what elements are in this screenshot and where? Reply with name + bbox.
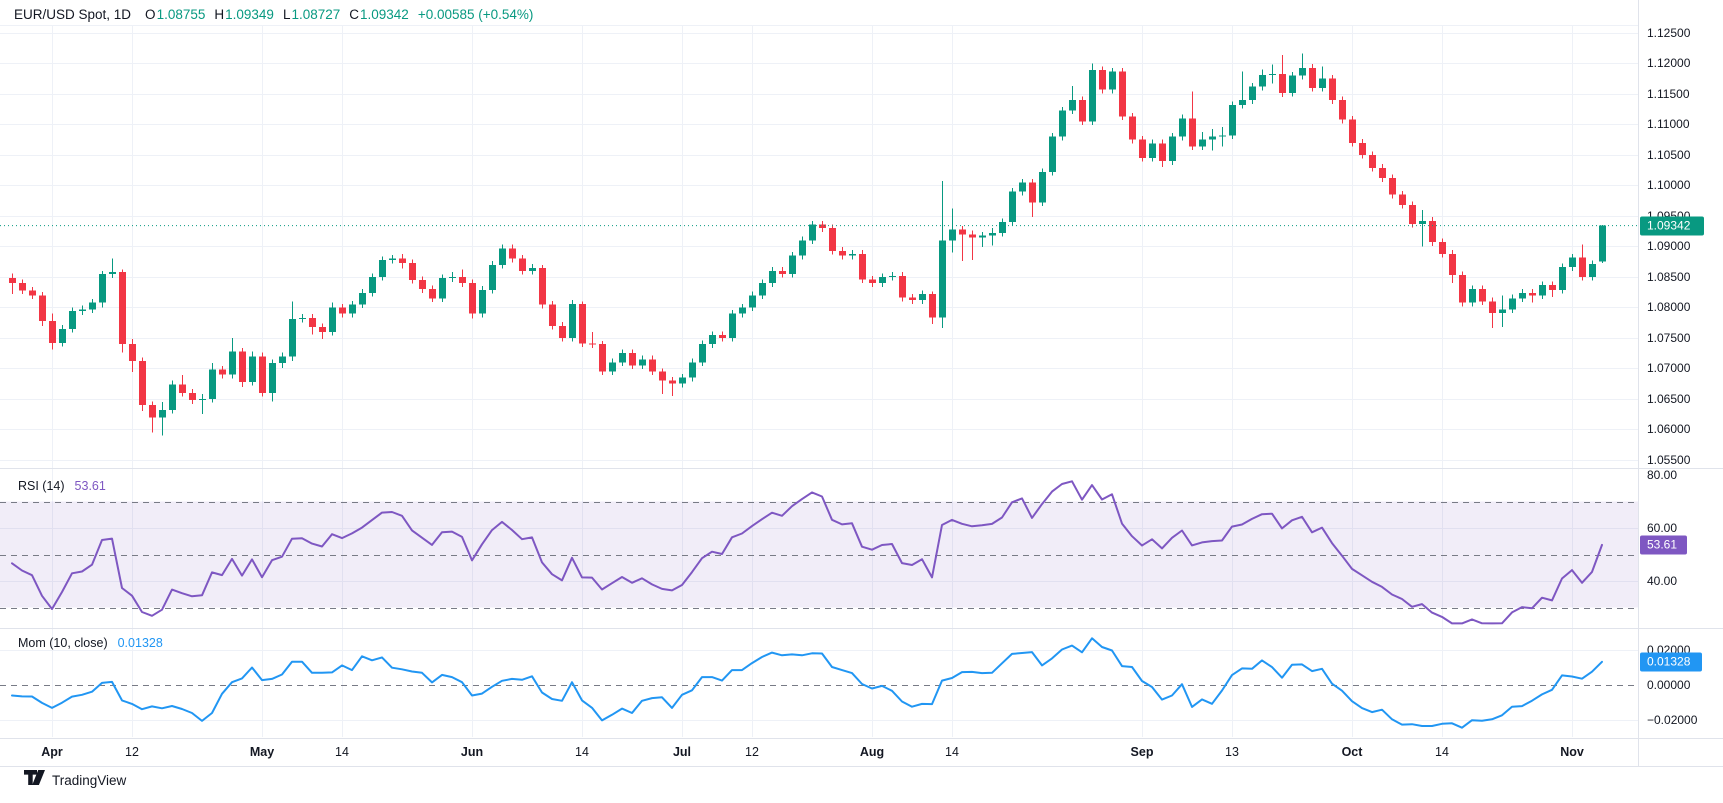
- momentum-axis-label: −0.02000: [1647, 713, 1698, 727]
- time-axis-label: Aug: [859, 745, 885, 759]
- momentum-legend[interactable]: Mom (10, close) 0.01328: [18, 636, 163, 650]
- time-axis-label: 14: [335, 745, 349, 759]
- high-label: H: [214, 7, 225, 22]
- last-price-box: 1.09342: [1640, 216, 1704, 236]
- tradingview-logo-icon: [24, 770, 45, 790]
- rsi-axis-label: 60.00: [1647, 521, 1678, 535]
- tradingview-watermark[interactable]: TradingView: [24, 770, 126, 790]
- price-axis-label: 1.08000: [1647, 300, 1691, 314]
- price-axis-label: 1.08500: [1647, 270, 1691, 284]
- price-axis-label: 1.10000: [1647, 178, 1691, 192]
- time-axis-label: Nov: [1560, 745, 1584, 759]
- rsi-axis-label: 40.00: [1647, 574, 1678, 588]
- price-axis-label: 1.12000: [1647, 56, 1691, 70]
- rsi-axis-label: 80.00: [1647, 468, 1678, 482]
- time-axis-label: Jul: [672, 745, 692, 759]
- open-label: O: [145, 7, 156, 22]
- rsi-legend[interactable]: RSI (14) 53.61: [18, 479, 106, 493]
- change-value: +0.00585 (+0.54%): [417, 7, 534, 22]
- momentum-title: Mom (10, close): [18, 636, 108, 650]
- low-label: L: [282, 7, 291, 22]
- time-axis-label: 12: [125, 745, 139, 759]
- time-axis-label: May: [249, 745, 275, 759]
- price-axis-label: 1.07500: [1647, 331, 1691, 345]
- symbol-legend: EUR/USD Spot, 1D O 1.08755 H 1.09349 L 1…: [14, 7, 533, 22]
- symbol-title: EUR/USD Spot, 1D: [14, 7, 132, 22]
- time-axis-label: Oct: [1341, 745, 1363, 759]
- price-axis-label: 1.09000: [1647, 239, 1691, 253]
- time-axis-label: 12: [745, 745, 759, 759]
- price-axis-label: 1.05500: [1647, 453, 1691, 467]
- time-axis-label: Jun: [460, 745, 484, 759]
- time-axis-label: 14: [575, 745, 589, 759]
- price-axis-label: 1.06000: [1647, 422, 1691, 436]
- high-value: 1.09349: [225, 7, 274, 22]
- momentum-axis-label: 0.00000: [1647, 678, 1691, 692]
- momentum-value: 0.01328: [117, 636, 163, 650]
- momentum-value-box: 0.01328: [1640, 652, 1702, 672]
- price-axis-label: 1.11000: [1647, 117, 1690, 131]
- close-value: 1.09342: [360, 7, 409, 22]
- rsi-title: RSI (14): [18, 479, 65, 493]
- price-axis-label: 1.07000: [1647, 361, 1691, 375]
- price-axis-label: 1.10500: [1647, 148, 1691, 162]
- price-axis-label: 1.11500: [1647, 87, 1690, 101]
- close-label: C: [349, 7, 360, 22]
- rsi-value: 53.61: [74, 479, 106, 493]
- rsi-value-box: 53.61: [1640, 535, 1687, 555]
- watermark-text: TradingView: [52, 772, 127, 788]
- price-axis-label: 1.06500: [1647, 392, 1691, 406]
- time-axis-label: Sep: [1130, 745, 1154, 759]
- time-axis-label: 14: [1435, 745, 1449, 759]
- time-axis-label: 14: [945, 745, 959, 759]
- time-axis-label: Apr: [41, 745, 63, 759]
- price-axis-label: 1.12500: [1647, 26, 1691, 40]
- time-axis-label: 13: [1225, 745, 1239, 759]
- low-value: 1.08727: [291, 7, 341, 22]
- open-value: 1.08755: [156, 7, 206, 22]
